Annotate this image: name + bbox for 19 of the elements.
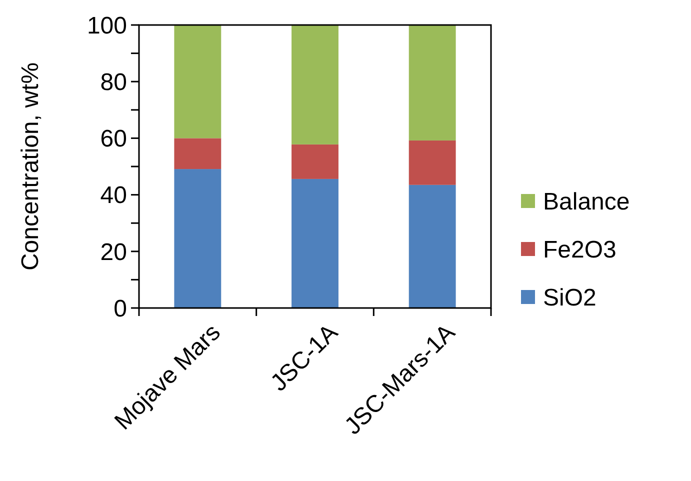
y-tick-label: 60 [100,126,127,153]
bar [292,144,338,179]
bar [408,184,456,308]
bar [292,25,338,144]
legend-label: Balance [543,188,630,216]
y-tick-label: 40 [100,182,127,210]
y-tick-label: 0 [114,295,127,322]
y-tick-label: 20 [100,238,127,266]
legend-label: Fe2O3 [543,236,616,264]
bar [408,140,456,185]
bar [292,178,338,308]
bar [174,138,222,170]
y-tick-label: 100 [86,12,127,40]
legend-label: SiO2 [543,284,596,312]
bar [174,25,222,138]
bar [408,25,456,140]
y-tick-label: 80 [100,69,127,96]
bar [174,169,222,308]
y-axis-title: Concentration, wt% [17,62,44,271]
